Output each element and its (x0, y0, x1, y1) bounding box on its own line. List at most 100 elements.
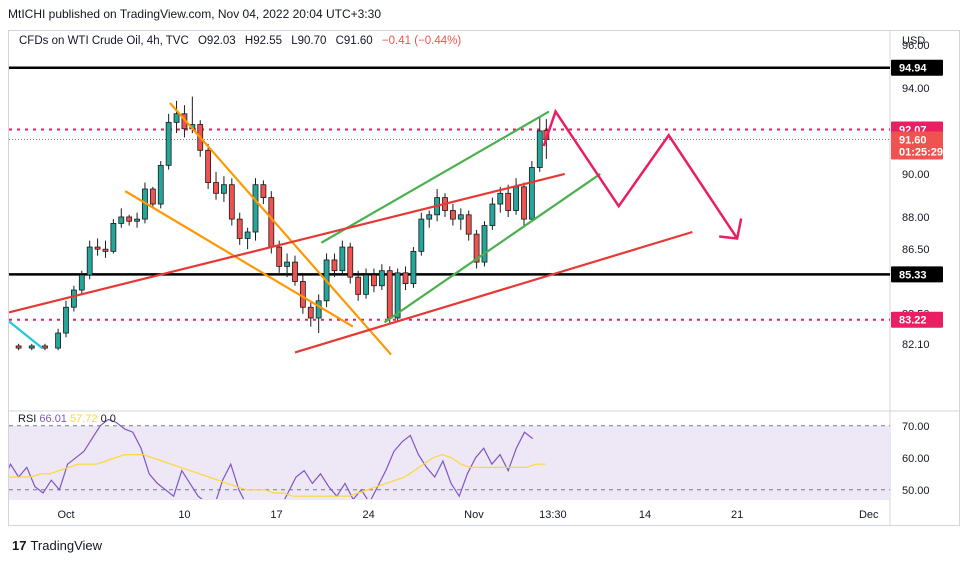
candle-body (513, 186, 519, 211)
candle-body (228, 184, 235, 220)
candle (457, 208, 464, 230)
chart-frame (8, 30, 960, 526)
candle-body (378, 270, 385, 287)
candle (450, 204, 456, 226)
candle (513, 178, 519, 215)
candle (371, 268, 377, 293)
candle-body (386, 270, 393, 319)
candle (78, 270, 85, 295)
price-tick-label: 94.00 (902, 83, 930, 95)
candle (489, 197, 496, 230)
ohlc-open: O92.03 (197, 35, 236, 47)
price-tick-label: 82.10 (902, 339, 930, 351)
candle-body (473, 233, 480, 263)
rsi-tick-label: 60.00 (902, 453, 930, 465)
candle (284, 253, 290, 278)
symbol-name[interactable]: CFDs on WTI Crude Oil, 4h, TVC (19, 35, 189, 47)
time-tick-label: 13:30 (539, 509, 567, 521)
price-tag-box (891, 266, 943, 283)
candle-body (260, 184, 267, 198)
candle (331, 253, 338, 278)
candle (126, 214, 133, 226)
candle-body (28, 345, 35, 349)
candle (418, 212, 425, 256)
symbol-legend: CFDs on WTI Crude Oil, 4h, TVC O92.03 H9… (19, 35, 467, 47)
candle-body (347, 246, 354, 278)
candle (410, 247, 417, 288)
footer-brand[interactable]: 17 TradingView (12, 538, 102, 553)
candle-body (363, 274, 369, 295)
price-tag-label: 94.94 (899, 63, 927, 75)
candle (110, 219, 117, 254)
rsi-tick-label: 70.00 (902, 421, 930, 433)
candle-body (15, 345, 22, 349)
trendline-red-trend-upper (9, 172, 566, 314)
rsi-band (9, 425, 890, 499)
candle-body (457, 214, 464, 220)
candle (473, 229, 480, 269)
candle (260, 180, 267, 205)
price-tag-box (891, 59, 943, 76)
candle (3, 344, 8, 350)
rsi-legend-part: 57.72 (67, 413, 98, 425)
candle-body (157, 164, 164, 205)
candle-body (339, 246, 346, 272)
candle (205, 143, 212, 189)
tradingview-logo-icon: 17 (12, 538, 27, 553)
time-tick-label: 14 (639, 509, 651, 521)
candle (173, 100, 180, 134)
rsi-legend-part: 0 (98, 413, 107, 425)
candle (228, 178, 235, 226)
candle (363, 268, 369, 299)
ohlc-close: C91.60 (335, 35, 373, 47)
candle-body (134, 218, 140, 222)
candle-body (55, 332, 62, 349)
candle-body (402, 272, 409, 285)
rsi-pane (9, 418, 890, 499)
candle (307, 300, 314, 327)
candle (221, 176, 227, 202)
time-tick-label: 17 (270, 509, 282, 521)
projection-arrowhead (719, 218, 743, 240)
candle-body (410, 250, 417, 285)
candle (465, 210, 472, 241)
rsi-legend-part: 0 (107, 413, 116, 425)
rsi-legend-part: 66.01 (36, 413, 67, 425)
candle-body (536, 130, 543, 168)
candle (536, 118, 543, 172)
candle (118, 208, 125, 228)
rsi-legend-part: RSI (18, 413, 36, 425)
candle-body (284, 261, 290, 267)
candle-body (505, 192, 512, 211)
candle-body (528, 167, 535, 220)
price-tick-label: 88.00 (902, 212, 930, 224)
candle-body (426, 214, 433, 220)
time-tick-label: Oct (57, 509, 74, 521)
candle-body (521, 186, 527, 220)
projection-path (542, 108, 739, 240)
candle (481, 221, 488, 267)
price-pane (3, 66, 890, 356)
candle-body (118, 216, 125, 224)
candle (134, 212, 140, 228)
price-tag-label: 85.33 (899, 269, 927, 281)
time-tick-label: Nov (464, 509, 484, 521)
candle (347, 242, 354, 284)
candle (426, 210, 433, 228)
candle (315, 294, 322, 334)
candle-body (276, 246, 283, 267)
price-tick-label: 86.50 (902, 244, 930, 256)
candle-body (213, 182, 219, 194)
trendline-green-channel-bottom (383, 173, 601, 324)
rsi-ma-line (9, 453, 546, 497)
rsi-tick-label: 50.00 (902, 485, 930, 497)
candle-body (355, 276, 362, 295)
candle-body (149, 188, 156, 205)
candle-body (165, 121, 172, 166)
candle (94, 238, 101, 256)
price-tick-label: 90.00 (902, 169, 930, 181)
candle (236, 212, 243, 245)
candle-body (307, 306, 314, 319)
candle-body (70, 289, 77, 308)
